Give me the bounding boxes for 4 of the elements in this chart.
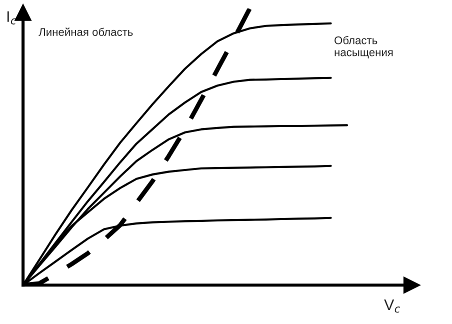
annotation: Линейная область (38, 28, 133, 36)
x-axis-title: V$_{c}$ (384, 299, 400, 313)
annotation: Область насыщения (334, 36, 393, 58)
y-axis-title: I$_{c}$ (7, 11, 16, 24)
